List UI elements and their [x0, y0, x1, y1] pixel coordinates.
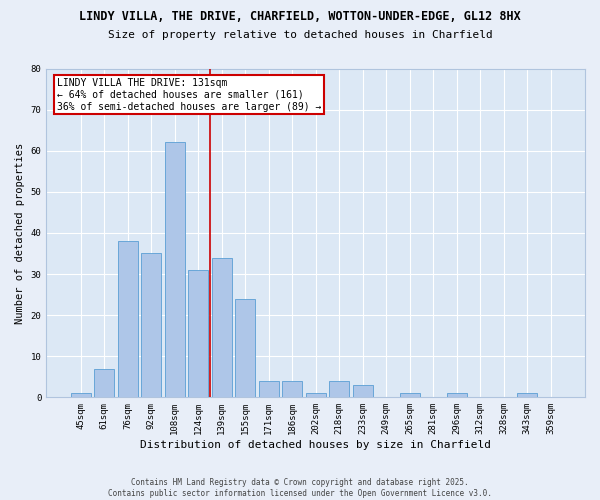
Bar: [164, 142, 185, 398]
Bar: [400, 393, 419, 398]
Bar: [282, 381, 302, 398]
Bar: [118, 241, 137, 398]
Bar: [212, 258, 232, 398]
Bar: [353, 385, 373, 398]
Bar: [329, 381, 349, 398]
Bar: [259, 381, 278, 398]
Bar: [71, 393, 91, 398]
Y-axis label: Number of detached properties: Number of detached properties: [15, 142, 25, 324]
Text: LINDY VILLA THE DRIVE: 131sqm
← 64% of detached houses are smaller (161)
36% of : LINDY VILLA THE DRIVE: 131sqm ← 64% of d…: [57, 78, 322, 112]
Bar: [446, 393, 467, 398]
Bar: [517, 393, 537, 398]
Bar: [94, 368, 114, 398]
Bar: [305, 393, 326, 398]
Text: LINDY VILLA, THE DRIVE, CHARFIELD, WOTTON-UNDER-EDGE, GL12 8HX: LINDY VILLA, THE DRIVE, CHARFIELD, WOTTO…: [79, 10, 521, 23]
X-axis label: Distribution of detached houses by size in Charfield: Distribution of detached houses by size …: [140, 440, 491, 450]
Bar: [235, 298, 255, 398]
Bar: [141, 254, 161, 398]
Text: Contains HM Land Registry data © Crown copyright and database right 2025.
Contai: Contains HM Land Registry data © Crown c…: [108, 478, 492, 498]
Bar: [188, 270, 208, 398]
Text: Size of property relative to detached houses in Charfield: Size of property relative to detached ho…: [107, 30, 493, 40]
